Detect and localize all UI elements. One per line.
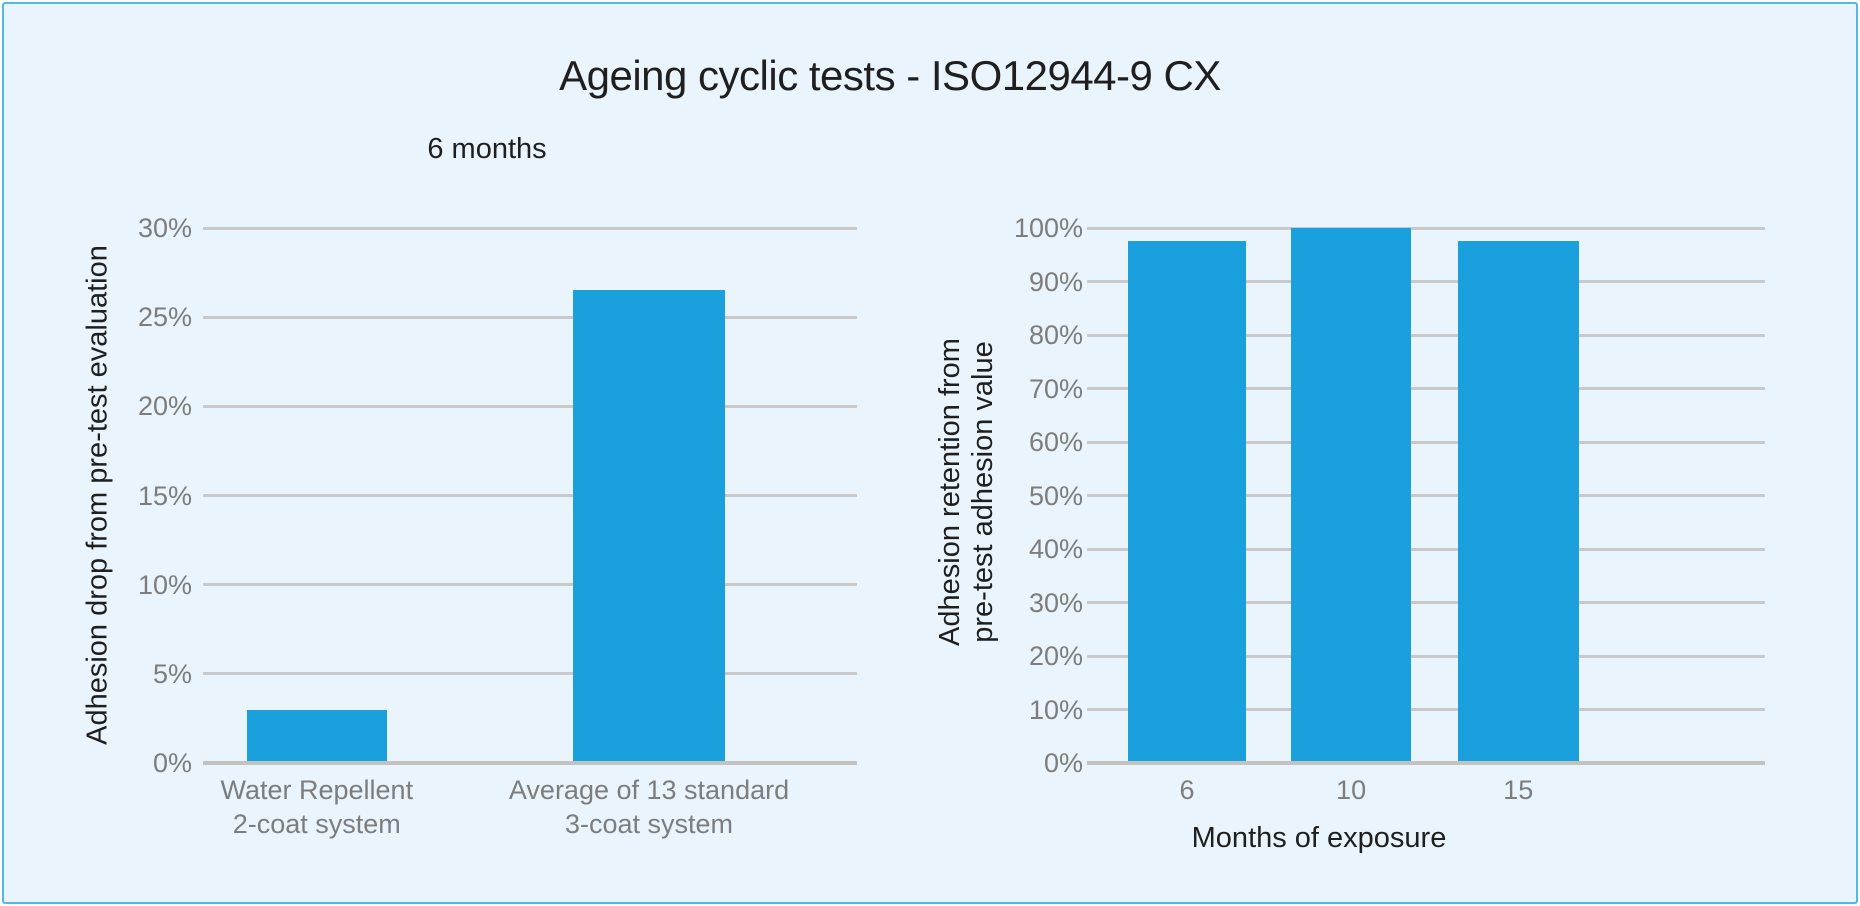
gridline-30 — [1087, 601, 1765, 604]
gridline-80 — [1087, 333, 1765, 337]
right-bar-2 — [1291, 228, 1412, 763]
right-y-tick-label: 90% — [1028, 266, 1083, 297]
left-x-tick-label: Average of 13 standard 3-coat system — [508, 775, 790, 839]
gridline-100 — [1087, 226, 1765, 230]
left-chart-subtitle: 6 months — [427, 133, 547, 165]
gridline-10 — [1087, 708, 1765, 711]
right-y-tick-label: 10% — [1028, 694, 1083, 725]
left-y-tick-label: 0% — [152, 748, 192, 778]
right-chart-plot-area — [1087, 226, 1765, 765]
right-y-tick-label: 60% — [1028, 427, 1083, 457]
right-y-tick-label: 20% — [1028, 641, 1083, 671]
right-y-tick-label: 100% — [1013, 213, 1083, 243]
left-bar-1 — [246, 709, 387, 763]
gridline-30 — [203, 226, 857, 230]
gridline-10 — [203, 583, 857, 587]
gridline-5 — [203, 672, 857, 676]
left-x-axis-line — [203, 761, 857, 765]
right-y-tick-label: 40% — [1028, 534, 1083, 564]
right-x-axis-label: Months of exposure — [1191, 822, 1447, 854]
right-y-tick-label: 80% — [1028, 320, 1083, 350]
right-bar-3 — [1457, 241, 1579, 763]
right-bar-1 — [1128, 241, 1246, 763]
gridline-25 — [203, 315, 857, 319]
left-y-tick-label: 10% — [137, 569, 192, 600]
gridline-90 — [1087, 280, 1765, 283]
gridline-20 — [1087, 654, 1765, 658]
right-y-tick-label: 0% — [1043, 748, 1083, 778]
left-y-tick-label: 20% — [137, 391, 192, 422]
right-x-tick-label: 6 — [1179, 775, 1195, 805]
left-y-tick-label: 30% — [137, 213, 192, 243]
right-x-tick-label: 10 — [1336, 775, 1367, 805]
right-y-tick-label: 70% — [1028, 373, 1083, 404]
right-x-tick-label: 15 — [1503, 775, 1534, 805]
left-x-tick-label: Water Repellent 2-coat system — [220, 775, 414, 839]
left-y-tick-label: 15% — [137, 480, 192, 511]
left-chart-plot-area — [203, 226, 857, 765]
gridline-40 — [1087, 547, 1765, 551]
gridline-20 — [203, 404, 857, 408]
right-y-tick-label: 30% — [1028, 587, 1083, 618]
right-y-tick-label: 50% — [1028, 480, 1083, 511]
chart-main-title: Ageing cyclic tests - ISO12944-9 CX — [559, 52, 1221, 99]
left-y-tick-label: 5% — [152, 658, 192, 689]
left-bar-2 — [573, 290, 725, 763]
gridline-50 — [1087, 494, 1765, 497]
left-y-tick-label: 25% — [137, 302, 192, 333]
gridline-15 — [203, 494, 857, 497]
right-x-axis-line — [1087, 761, 1765, 765]
gridline-60 — [1087, 440, 1765, 444]
gridline-70 — [1087, 387, 1765, 390]
